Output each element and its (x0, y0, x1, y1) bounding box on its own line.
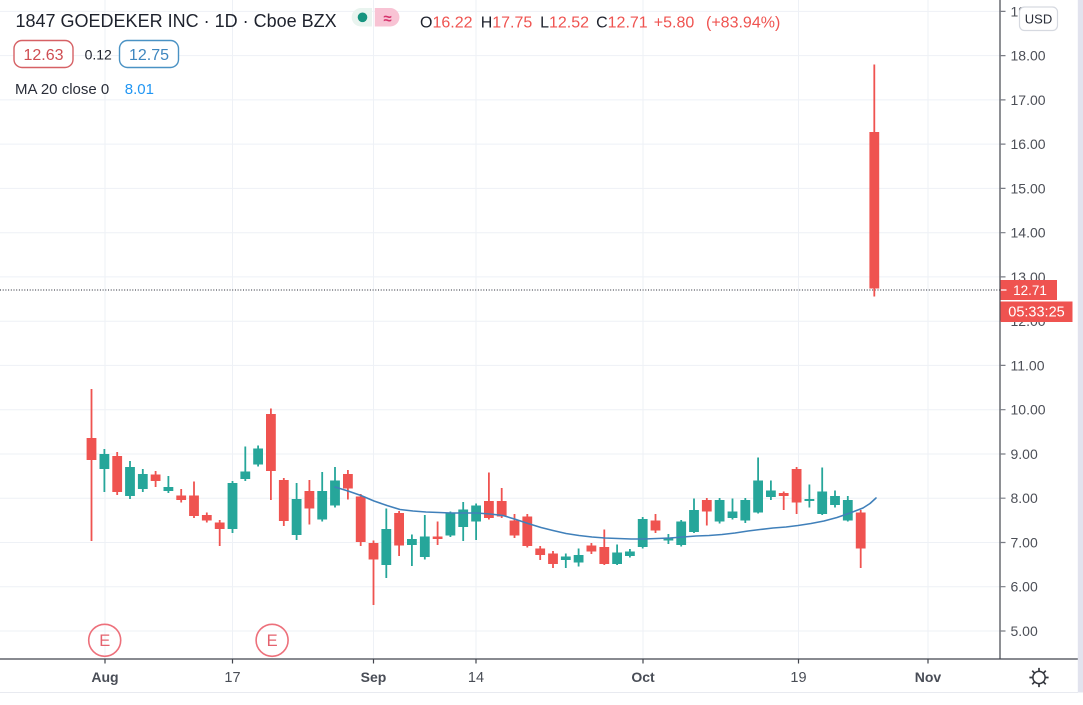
svg-text:9.00: 9.00 (1011, 446, 1038, 462)
svg-text:E: E (267, 632, 278, 650)
svg-text:11.00: 11.00 (1011, 357, 1045, 373)
svg-text:Sep: Sep (361, 669, 387, 685)
svg-text:5.00: 5.00 (1011, 623, 1038, 639)
svg-text:Nov: Nov (915, 669, 942, 685)
svg-text:12.63: 12.63 (23, 47, 63, 64)
svg-text:17.00: 17.00 (1011, 92, 1046, 108)
svg-text:12.75: 12.75 (129, 47, 169, 64)
svg-text:10.00: 10.00 (1011, 402, 1046, 418)
svg-text:14.00: 14.00 (1011, 225, 1046, 241)
svg-text:12.71: 12.71 (1013, 283, 1047, 298)
svg-text:18.00: 18.00 (1011, 48, 1046, 64)
svg-text:≈: ≈ (383, 10, 391, 27)
svg-text:Aug: Aug (91, 669, 118, 685)
svg-text:1847 GOEDEKER INC · 1D · Cboe: 1847 GOEDEKER INC · 1D · Cboe BZX (16, 11, 337, 31)
svg-text:7.00: 7.00 (1011, 534, 1038, 550)
svg-text:17: 17 (224, 670, 240, 686)
svg-text:0.12: 0.12 (85, 46, 112, 62)
svg-text:8.01: 8.01 (125, 81, 154, 98)
svg-text:MA 20 close 0: MA 20 close 0 (15, 81, 109, 98)
svg-text:E: E (99, 632, 110, 650)
svg-text:14: 14 (468, 670, 484, 686)
svg-text:6.00: 6.00 (1011, 579, 1038, 595)
svg-text:Oct: Oct (631, 669, 655, 685)
svg-text:05:33:25: 05:33:25 (1008, 305, 1064, 321)
svg-text:USD: USD (1025, 12, 1052, 27)
svg-text:15.00: 15.00 (1011, 180, 1046, 196)
svg-text:16.00: 16.00 (1011, 136, 1046, 152)
svg-text:8.00: 8.00 (1011, 490, 1038, 506)
svg-text:19: 19 (790, 670, 806, 686)
